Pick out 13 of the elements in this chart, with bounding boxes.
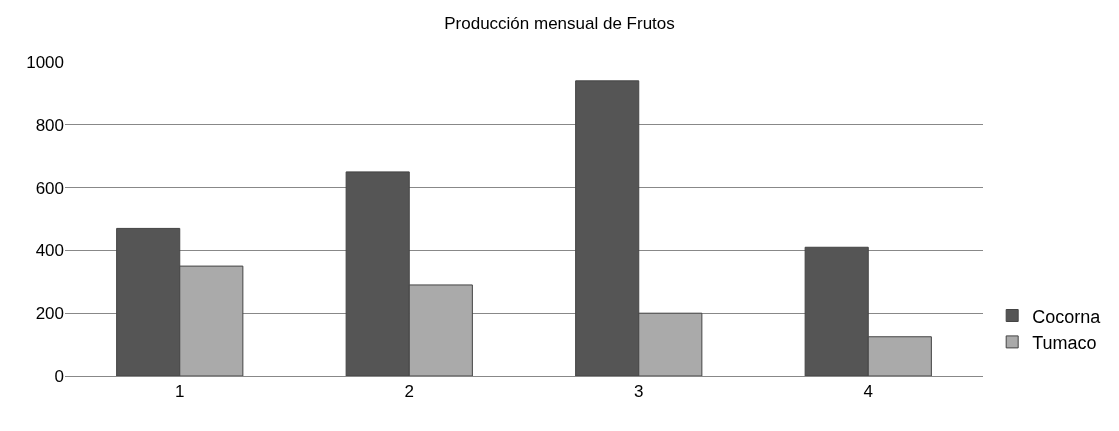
legend-label: Tumaco [1032, 332, 1097, 353]
y-tick-label: 200 [35, 304, 64, 324]
x-tick-label: 2 [404, 382, 414, 402]
y-tick-label: 600 [35, 178, 64, 198]
y-tick-label: 800 [35, 115, 64, 135]
x-tick-label: 1 [175, 382, 185, 402]
y-tick-label: 1000 [26, 52, 64, 72]
chart-title: Producción mensual de Frutos [444, 14, 675, 34]
legend-label: Cocorna [1032, 306, 1102, 327]
y-tick-label: 0 [54, 366, 64, 386]
x-tick-label: 4 [863, 382, 873, 402]
x-tick-label: 3 [634, 382, 644, 402]
y-tick-label: 400 [35, 241, 64, 261]
